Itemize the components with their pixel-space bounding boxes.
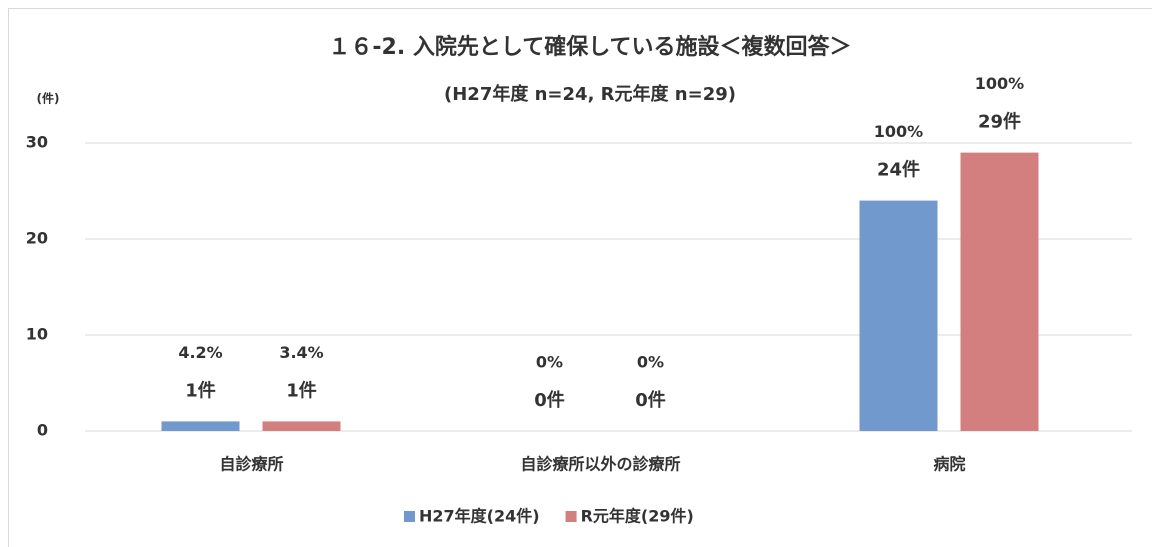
bar (960, 152, 1039, 431)
value-label: 1件 (185, 379, 216, 401)
legend-swatch (404, 511, 415, 522)
chart-subtitle: (H27年度 n=24, R元年度 n=29) (444, 83, 736, 105)
percent-label: 100% (975, 74, 1024, 93)
y-tick-label: 10 (26, 325, 48, 344)
x-tick-label: 自診療所以外の診療所 (520, 455, 680, 474)
percent-label: 100% (874, 122, 923, 141)
y-tick-label: 30 (26, 133, 48, 152)
bar (262, 421, 341, 431)
percent-label: 0% (536, 353, 563, 372)
chart-title: １６-2. 入院先として確保している施設＜複数回答＞ (328, 34, 851, 60)
value-label: 24件 (877, 159, 920, 181)
y-tick-label: 20 (26, 229, 48, 248)
percent-label: 3.4% (279, 343, 323, 362)
bar (161, 421, 240, 431)
x-tick-label: 自診療所 (219, 455, 283, 474)
chart-frame (8, 8, 1152, 547)
value-label: 1件 (286, 379, 317, 401)
bar (859, 200, 938, 431)
value-label: 0件 (635, 389, 666, 411)
percent-label: 0% (637, 353, 664, 372)
y-unit-label: (件) (37, 91, 60, 106)
legend-label: H27年度(24件) (419, 507, 540, 526)
percent-label: 4.2% (178, 343, 222, 362)
value-label: 29件 (978, 111, 1021, 133)
value-label: 0件 (534, 389, 565, 411)
legend-swatch (565, 511, 577, 522)
y-tick-label: 0 (37, 421, 48, 440)
legend-label: R元年度(29件) (581, 507, 694, 526)
x-tick-label: 病院 (933, 455, 965, 474)
